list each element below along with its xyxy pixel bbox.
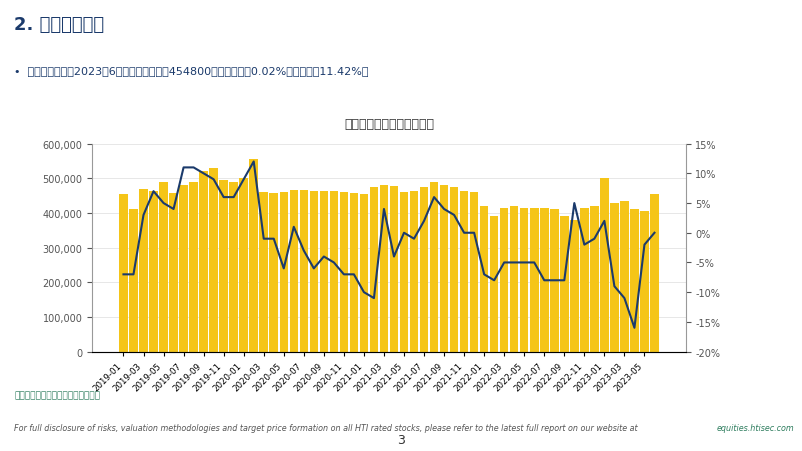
Bar [419,188,428,352]
Bar [610,203,618,352]
Bar [300,191,308,352]
Bar [119,194,128,352]
Bar [430,182,439,352]
Bar [540,208,549,352]
Bar [399,193,408,352]
Bar [450,188,459,352]
Bar [390,187,399,352]
Bar [510,207,518,352]
Bar [249,160,258,352]
Bar [149,192,158,352]
Bar [140,189,148,352]
Bar [590,207,598,352]
Text: 3: 3 [397,433,405,446]
Bar [350,193,358,352]
Bar [640,212,649,352]
Bar [410,192,419,352]
Bar [169,193,178,352]
Bar [580,208,589,352]
Bar [520,208,529,352]
Bar [180,186,188,352]
Bar [470,193,478,352]
Bar [160,183,168,352]
Bar [200,172,208,352]
Bar [460,192,468,352]
Bar [550,210,558,352]
Bar [260,193,268,352]
Text: 资料来源：智利铜委员会、海通国际: 资料来源：智利铜委员会、海通国际 [14,390,100,399]
Bar [229,182,238,352]
Bar [560,217,569,352]
Bar [220,181,228,352]
Bar [600,179,609,352]
Bar [330,192,338,352]
Bar [439,186,448,352]
Bar [310,192,318,352]
Bar [530,208,538,352]
Bar [480,207,488,352]
Bar [240,179,248,352]
Text: 2. 智利铜矿产量: 2. 智利铜矿产量 [14,16,104,34]
Text: •  智利铜矿产量：2023年6月智利铜矿产量为454800吨，同比上升0.02%，环比上升11.42%。: • 智利铜矿产量：2023年6月智利铜矿产量为454800吨，同比上升0.02%… [14,65,369,75]
Bar [319,192,328,352]
Text: For full disclosure of risks, valuation methodologies and target price formation: For full disclosure of risks, valuation … [14,423,641,432]
Bar [339,193,348,352]
Text: equities.htisec.com: equities.htisec.com [716,423,794,432]
Bar [379,186,388,352]
Bar [620,201,629,352]
Bar [189,182,198,352]
Bar [269,193,278,352]
Text: 智利月度铜产量及同比增速: 智利月度铜产量及同比增速 [344,118,434,131]
Bar [129,210,138,352]
Bar [630,210,638,352]
Bar [490,217,498,352]
Bar [570,221,578,352]
Bar [280,193,288,352]
Bar [359,194,368,352]
Bar [209,169,218,352]
Bar [500,208,508,352]
Bar [650,194,658,352]
Bar [290,191,298,352]
Bar [370,188,379,352]
